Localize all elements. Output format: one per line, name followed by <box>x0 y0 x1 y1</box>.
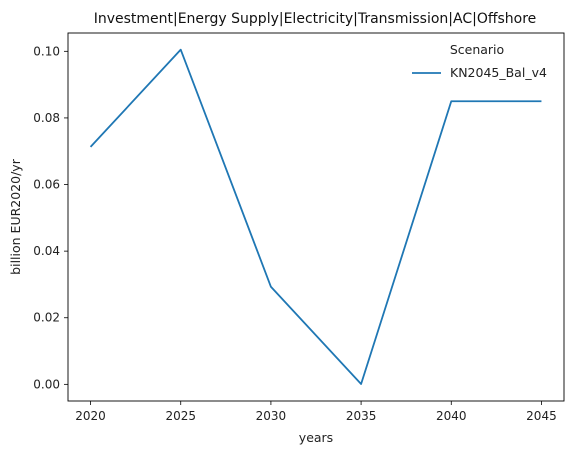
y-axis-label: billion EUR2020/yr <box>8 158 23 275</box>
x-tick-label: 2045 <box>526 409 557 423</box>
x-tick-label: 2025 <box>165 409 196 423</box>
y-tick-label: 0.04 <box>33 244 60 258</box>
plot-area-frame <box>67 32 565 402</box>
x-tick-label: 2035 <box>346 409 377 423</box>
chart-title: Investment|Energy Supply|Electricity|Tra… <box>94 11 537 27</box>
y-tick-label: 0.02 <box>33 311 60 325</box>
x-tick-label: 2030 <box>256 409 287 423</box>
y-axis: 0.00 0.02 0.04 0.06 0.08 0.10 <box>33 44 68 391</box>
series-layer <box>89 48 542 385</box>
series-line-kn2045-bal-v4 <box>89 48 542 385</box>
y-tick-label: 0.00 <box>33 377 60 391</box>
x-axis: 2020 2025 2030 2035 2040 2045 <box>75 401 557 423</box>
y-tick-label: 0.06 <box>33 178 60 192</box>
y-tick-label: 0.08 <box>33 111 60 125</box>
y-tick-label: 0.10 <box>33 44 60 58</box>
x-tick-label: 2040 <box>436 409 467 423</box>
legend: Scenario KN2045_Bal_v4 <box>412 42 547 80</box>
legend-title: Scenario <box>450 42 504 57</box>
x-tick-label: 2020 <box>75 409 106 423</box>
x-axis-label: years <box>299 430 333 445</box>
legend-entry-label: KN2045_Bal_v4 <box>450 65 547 80</box>
